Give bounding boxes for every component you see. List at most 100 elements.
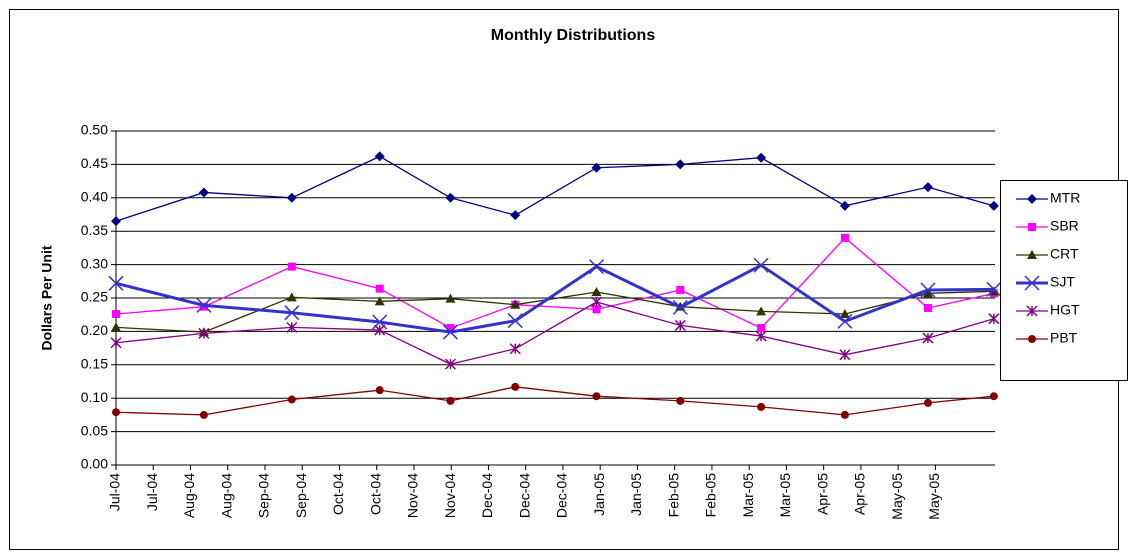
marker xyxy=(672,299,688,315)
marker xyxy=(588,259,605,275)
marker xyxy=(509,343,521,355)
marker xyxy=(757,324,766,333)
x-tick-label: Mar-05 xyxy=(740,473,756,518)
legend: MTR SBR CRT SJT HGT PBT xyxy=(1000,180,1128,381)
marker xyxy=(839,349,851,361)
marker xyxy=(108,275,124,291)
x-tick-label: Nov-04 xyxy=(442,473,458,518)
marker xyxy=(372,314,388,330)
marker xyxy=(286,321,298,333)
marker xyxy=(375,284,384,293)
marker xyxy=(839,309,850,319)
x-tick-label: Feb-05 xyxy=(703,473,719,518)
legend-label: MTR xyxy=(1050,190,1080,206)
x-tick-label: Apr-05 xyxy=(852,473,868,515)
marker xyxy=(286,192,297,203)
legend-marker xyxy=(1028,223,1036,231)
x-tick-label: Sep-04 xyxy=(256,473,272,518)
series-line xyxy=(115,263,994,334)
marker xyxy=(511,382,520,391)
marker xyxy=(674,319,686,331)
y-tick-label: 0.25 xyxy=(81,289,108,305)
marker xyxy=(839,200,850,211)
marker xyxy=(374,151,385,162)
marker xyxy=(755,330,767,342)
marker xyxy=(199,410,208,419)
marker xyxy=(374,324,386,336)
marker xyxy=(923,304,932,313)
marker xyxy=(442,324,458,340)
legend-label: CRT xyxy=(1050,246,1079,262)
legend-marker xyxy=(1028,335,1036,343)
legend-marker xyxy=(1027,250,1037,259)
legend-marker xyxy=(1026,305,1038,317)
x-tick-label: Sep-04 xyxy=(293,473,309,518)
x-tick-label: May-05 xyxy=(926,473,942,520)
marker xyxy=(840,233,849,242)
x-tick-label: Dec-04 xyxy=(516,473,532,518)
marker xyxy=(446,324,455,333)
x-tick-label: Jul-04 xyxy=(107,473,123,511)
marker xyxy=(592,392,601,401)
marker xyxy=(284,305,300,321)
legend-marker xyxy=(1024,275,1040,291)
chart-frame xyxy=(9,9,1119,550)
marker xyxy=(374,296,385,306)
x-tick-label: Dec-04 xyxy=(554,473,570,518)
y-tick-label: 0.30 xyxy=(81,255,108,271)
marker xyxy=(756,152,767,163)
x-tick-label: Nov-04 xyxy=(405,473,421,518)
y-tick-label: 0.35 xyxy=(81,222,108,238)
marker xyxy=(198,187,209,198)
marker xyxy=(922,332,934,344)
x-tick-label: Aug-04 xyxy=(181,473,197,518)
y-tick-label: 0.15 xyxy=(81,356,108,372)
x-tick-label: Apr-05 xyxy=(814,473,830,515)
marker xyxy=(287,395,296,404)
marker xyxy=(676,396,685,405)
marker xyxy=(590,296,603,308)
marker xyxy=(923,398,932,407)
y-tick-label: 0.10 xyxy=(81,389,108,405)
legend-label: HGT xyxy=(1050,302,1080,318)
marker xyxy=(988,200,999,211)
marker xyxy=(196,297,212,313)
marker xyxy=(920,282,936,298)
marker xyxy=(591,162,602,173)
marker xyxy=(112,408,120,417)
marker xyxy=(510,299,521,309)
marker xyxy=(922,288,933,298)
series-line xyxy=(115,290,994,333)
x-tick-label: Feb-05 xyxy=(665,473,681,518)
marker xyxy=(112,310,120,319)
series-line xyxy=(115,155,995,222)
x-tick-label: Oct-04 xyxy=(367,473,383,515)
y-tick-label: 0.45 xyxy=(81,155,108,171)
y-tick-label: 0.50 xyxy=(81,122,108,138)
legend-label: PBT xyxy=(1050,330,1078,346)
marker xyxy=(756,306,767,316)
marker xyxy=(592,305,601,314)
marker xyxy=(198,327,210,339)
y-tick-label: 0.05 xyxy=(81,422,108,438)
marker xyxy=(444,358,456,370)
marker xyxy=(445,192,456,203)
marker xyxy=(111,216,121,227)
series-line xyxy=(115,386,994,416)
marker xyxy=(757,402,766,411)
x-tick-label: Oct-04 xyxy=(330,473,346,515)
marker xyxy=(837,313,853,329)
marker xyxy=(445,293,456,303)
marker xyxy=(287,262,296,271)
marker xyxy=(988,286,999,296)
x-tick-label: Jan-05 xyxy=(591,473,607,516)
marker xyxy=(988,313,1000,325)
marker xyxy=(986,281,1002,297)
chart-title: Monthly Distributions xyxy=(491,27,656,44)
marker xyxy=(111,322,121,332)
legend-marker xyxy=(1027,194,1037,204)
x-tick-label: Mar-05 xyxy=(777,473,793,518)
marker xyxy=(507,313,523,329)
